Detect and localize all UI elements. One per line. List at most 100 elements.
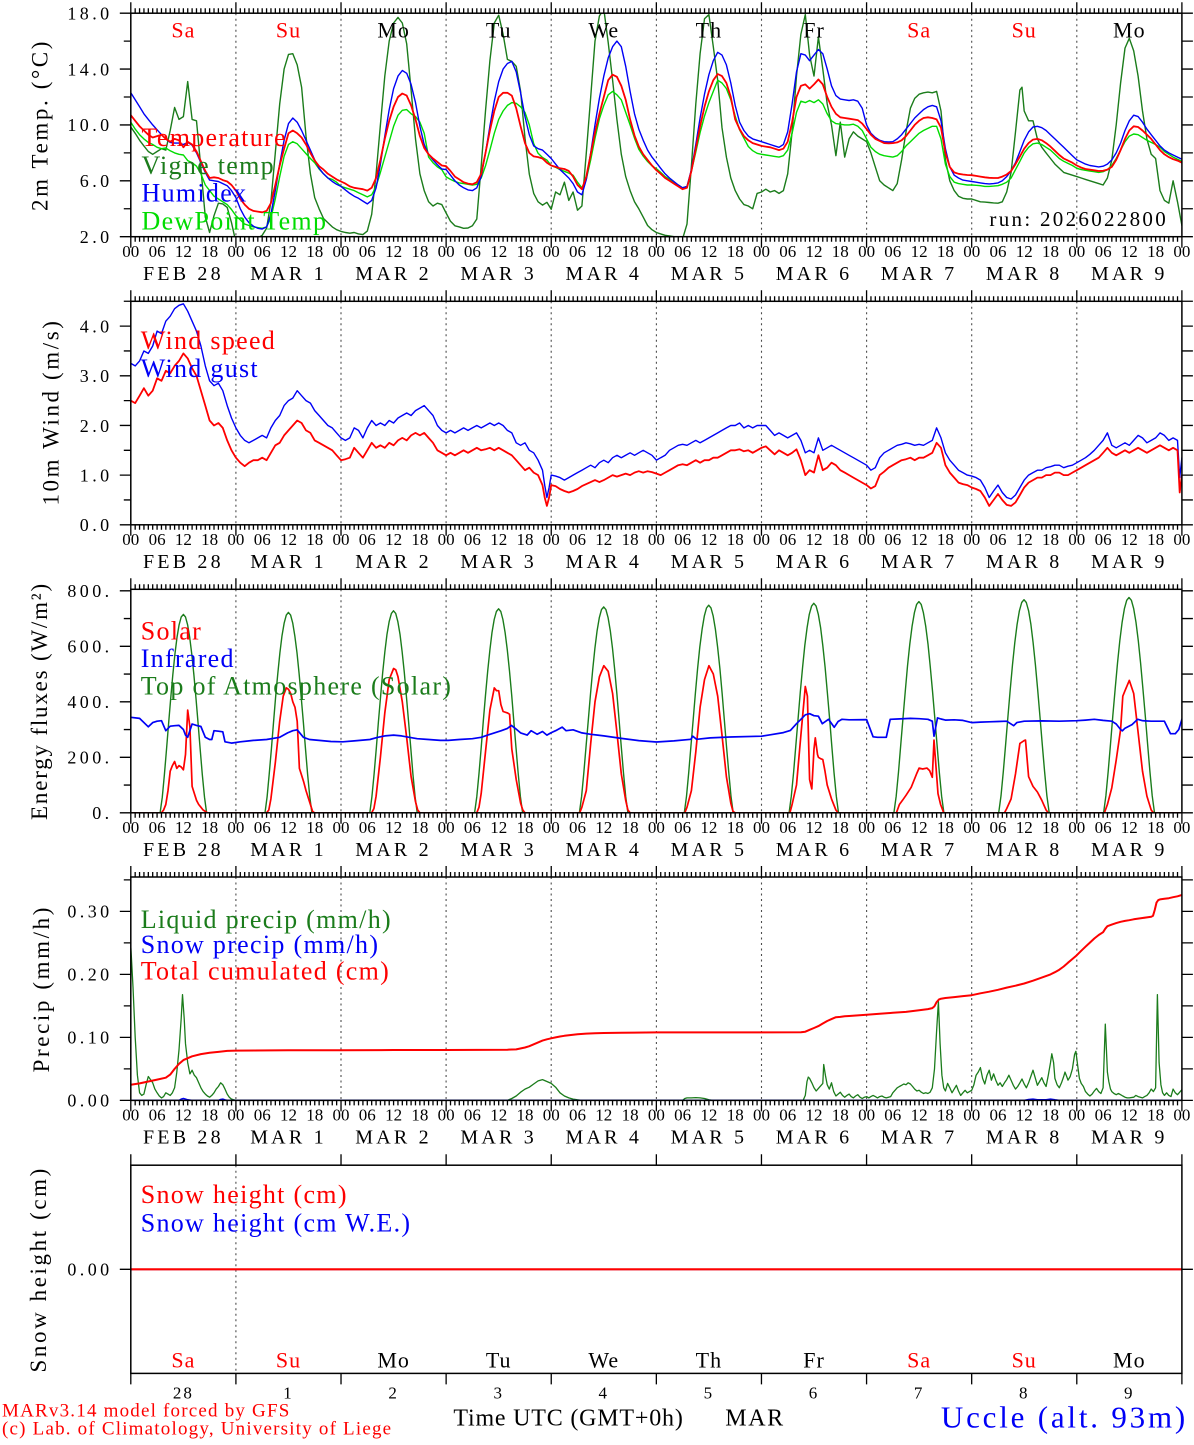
svg-text:12: 12 [280,242,297,261]
svg-text:Fr: Fr [803,18,825,43]
svg-text:06: 06 [884,818,901,837]
svg-text:00: 00 [543,242,560,261]
svg-text:0.: 0. [92,803,112,823]
svg-text:MAR 1: MAR 1 [250,263,327,285]
svg-text:00: 00 [1173,242,1190,261]
svg-text:06: 06 [1095,1106,1112,1125]
svg-text:18: 18 [832,818,849,837]
svg-text:06: 06 [149,242,166,261]
svg-text:12: 12 [700,818,717,837]
svg-text:Vigne temp: Vigne temp [142,151,275,180]
svg-text:06: 06 [990,242,1007,261]
svg-text:00: 00 [1173,530,1190,549]
svg-text:00: 00 [122,242,139,261]
svg-text:18: 18 [201,530,218,549]
svg-text:MAR 2: MAR 2 [355,263,432,285]
svg-text:06: 06 [884,242,901,261]
svg-text:MAR 7: MAR 7 [881,839,958,861]
svg-text:00: 00 [333,818,350,837]
svg-text:2: 2 [388,1383,399,1402]
svg-text:12: 12 [700,1106,717,1125]
svg-text:00: 00 [963,242,980,261]
svg-text:18: 18 [832,242,849,261]
svg-text:06: 06 [464,242,481,261]
svg-text:00: 00 [753,818,770,837]
svg-text:12: 12 [911,530,928,549]
svg-text:12: 12 [700,530,717,549]
svg-text:FEB 28: FEB 28 [143,839,224,861]
svg-text:Tu: Tu [486,18,512,43]
svg-text:18: 18 [937,818,954,837]
svg-text:12: 12 [595,242,612,261]
svg-text:MAR 2: MAR 2 [355,839,432,861]
svg-text:06: 06 [1095,818,1112,837]
svg-text:MAR 4: MAR 4 [566,1127,643,1149]
svg-text:Infrared: Infrared [141,644,235,673]
svg-text:MAR 6: MAR 6 [776,839,853,861]
svg-text:06: 06 [149,818,166,837]
svg-text:MAR 9: MAR 9 [1091,263,1168,285]
svg-text:00: 00 [438,242,455,261]
svg-text:12: 12 [175,242,192,261]
svg-text:12: 12 [280,1106,297,1125]
svg-text:00: 00 [543,818,560,837]
svg-text:12: 12 [490,818,507,837]
svg-text:00: 00 [227,242,244,261]
svg-text:600.: 600. [67,637,112,657]
svg-text:00: 00 [963,1106,980,1125]
svg-text:18: 18 [306,242,323,261]
svg-text:12: 12 [1121,242,1138,261]
svg-text:06: 06 [569,242,586,261]
svg-text:00: 00 [543,1106,560,1125]
svg-text:06: 06 [149,1106,166,1125]
svg-text:00: 00 [753,242,770,261]
svg-text:800.: 800. [67,581,112,601]
svg-text:06: 06 [1095,530,1112,549]
svg-text:12: 12 [175,530,192,549]
svg-text:06: 06 [884,1106,901,1125]
svg-text:Tu: Tu [486,1348,512,1373]
svg-text:MAR 8: MAR 8 [986,263,1063,285]
svg-text:10m Wind (m/s): 10m Wind (m/s) [39,318,64,505]
svg-text:12: 12 [385,818,402,837]
svg-text:Sa: Sa [907,1348,931,1373]
svg-text:MAR 9: MAR 9 [1091,1127,1168,1149]
svg-text:Precip (mm/h): Precip (mm/h) [29,905,54,1072]
svg-text:Su: Su [276,1348,301,1373]
svg-text:MAR 3: MAR 3 [460,263,537,285]
svg-text:06: 06 [464,1106,481,1125]
svg-text:00: 00 [648,242,665,261]
svg-text:06: 06 [674,242,691,261]
svg-text:MAR 7: MAR 7 [881,551,958,573]
svg-text:18: 18 [201,1106,218,1125]
svg-text:MAR 3: MAR 3 [460,551,537,573]
svg-text:00: 00 [963,818,980,837]
svg-text:00: 00 [438,1106,455,1125]
svg-text:Su: Su [276,18,301,43]
svg-text:0.10: 0.10 [67,1028,112,1048]
svg-text:06: 06 [464,818,481,837]
svg-text:06: 06 [674,1106,691,1125]
svg-text:18: 18 [832,1106,849,1125]
svg-text:0.30: 0.30 [67,902,112,922]
svg-text:Su: Su [1012,1348,1037,1373]
svg-text:12: 12 [490,1106,507,1125]
svg-text:MARv3.14 model forced by GFS: MARv3.14 model forced by GFS [2,1400,291,1421]
svg-text:12: 12 [1121,530,1138,549]
svg-text:0.00: 0.00 [67,1091,112,1111]
svg-text:18: 18 [306,1106,323,1125]
svg-text:18: 18 [517,242,534,261]
svg-text:Snow precip (mm/h): Snow precip (mm/h) [141,930,380,959]
svg-text:06: 06 [569,1106,586,1125]
svg-text:18: 18 [1147,530,1164,549]
svg-text:18: 18 [937,242,954,261]
svg-text:18: 18 [201,242,218,261]
svg-text:18: 18 [727,818,744,837]
svg-text:MAR 4: MAR 4 [566,263,643,285]
svg-text:18: 18 [727,1106,744,1125]
svg-text:18: 18 [411,242,428,261]
svg-text:Liquid precip (mm/h): Liquid precip (mm/h) [141,905,392,934]
svg-text:MAR 3: MAR 3 [460,839,537,861]
svg-text:0.0: 0.0 [80,515,113,535]
svg-text:00: 00 [438,530,455,549]
